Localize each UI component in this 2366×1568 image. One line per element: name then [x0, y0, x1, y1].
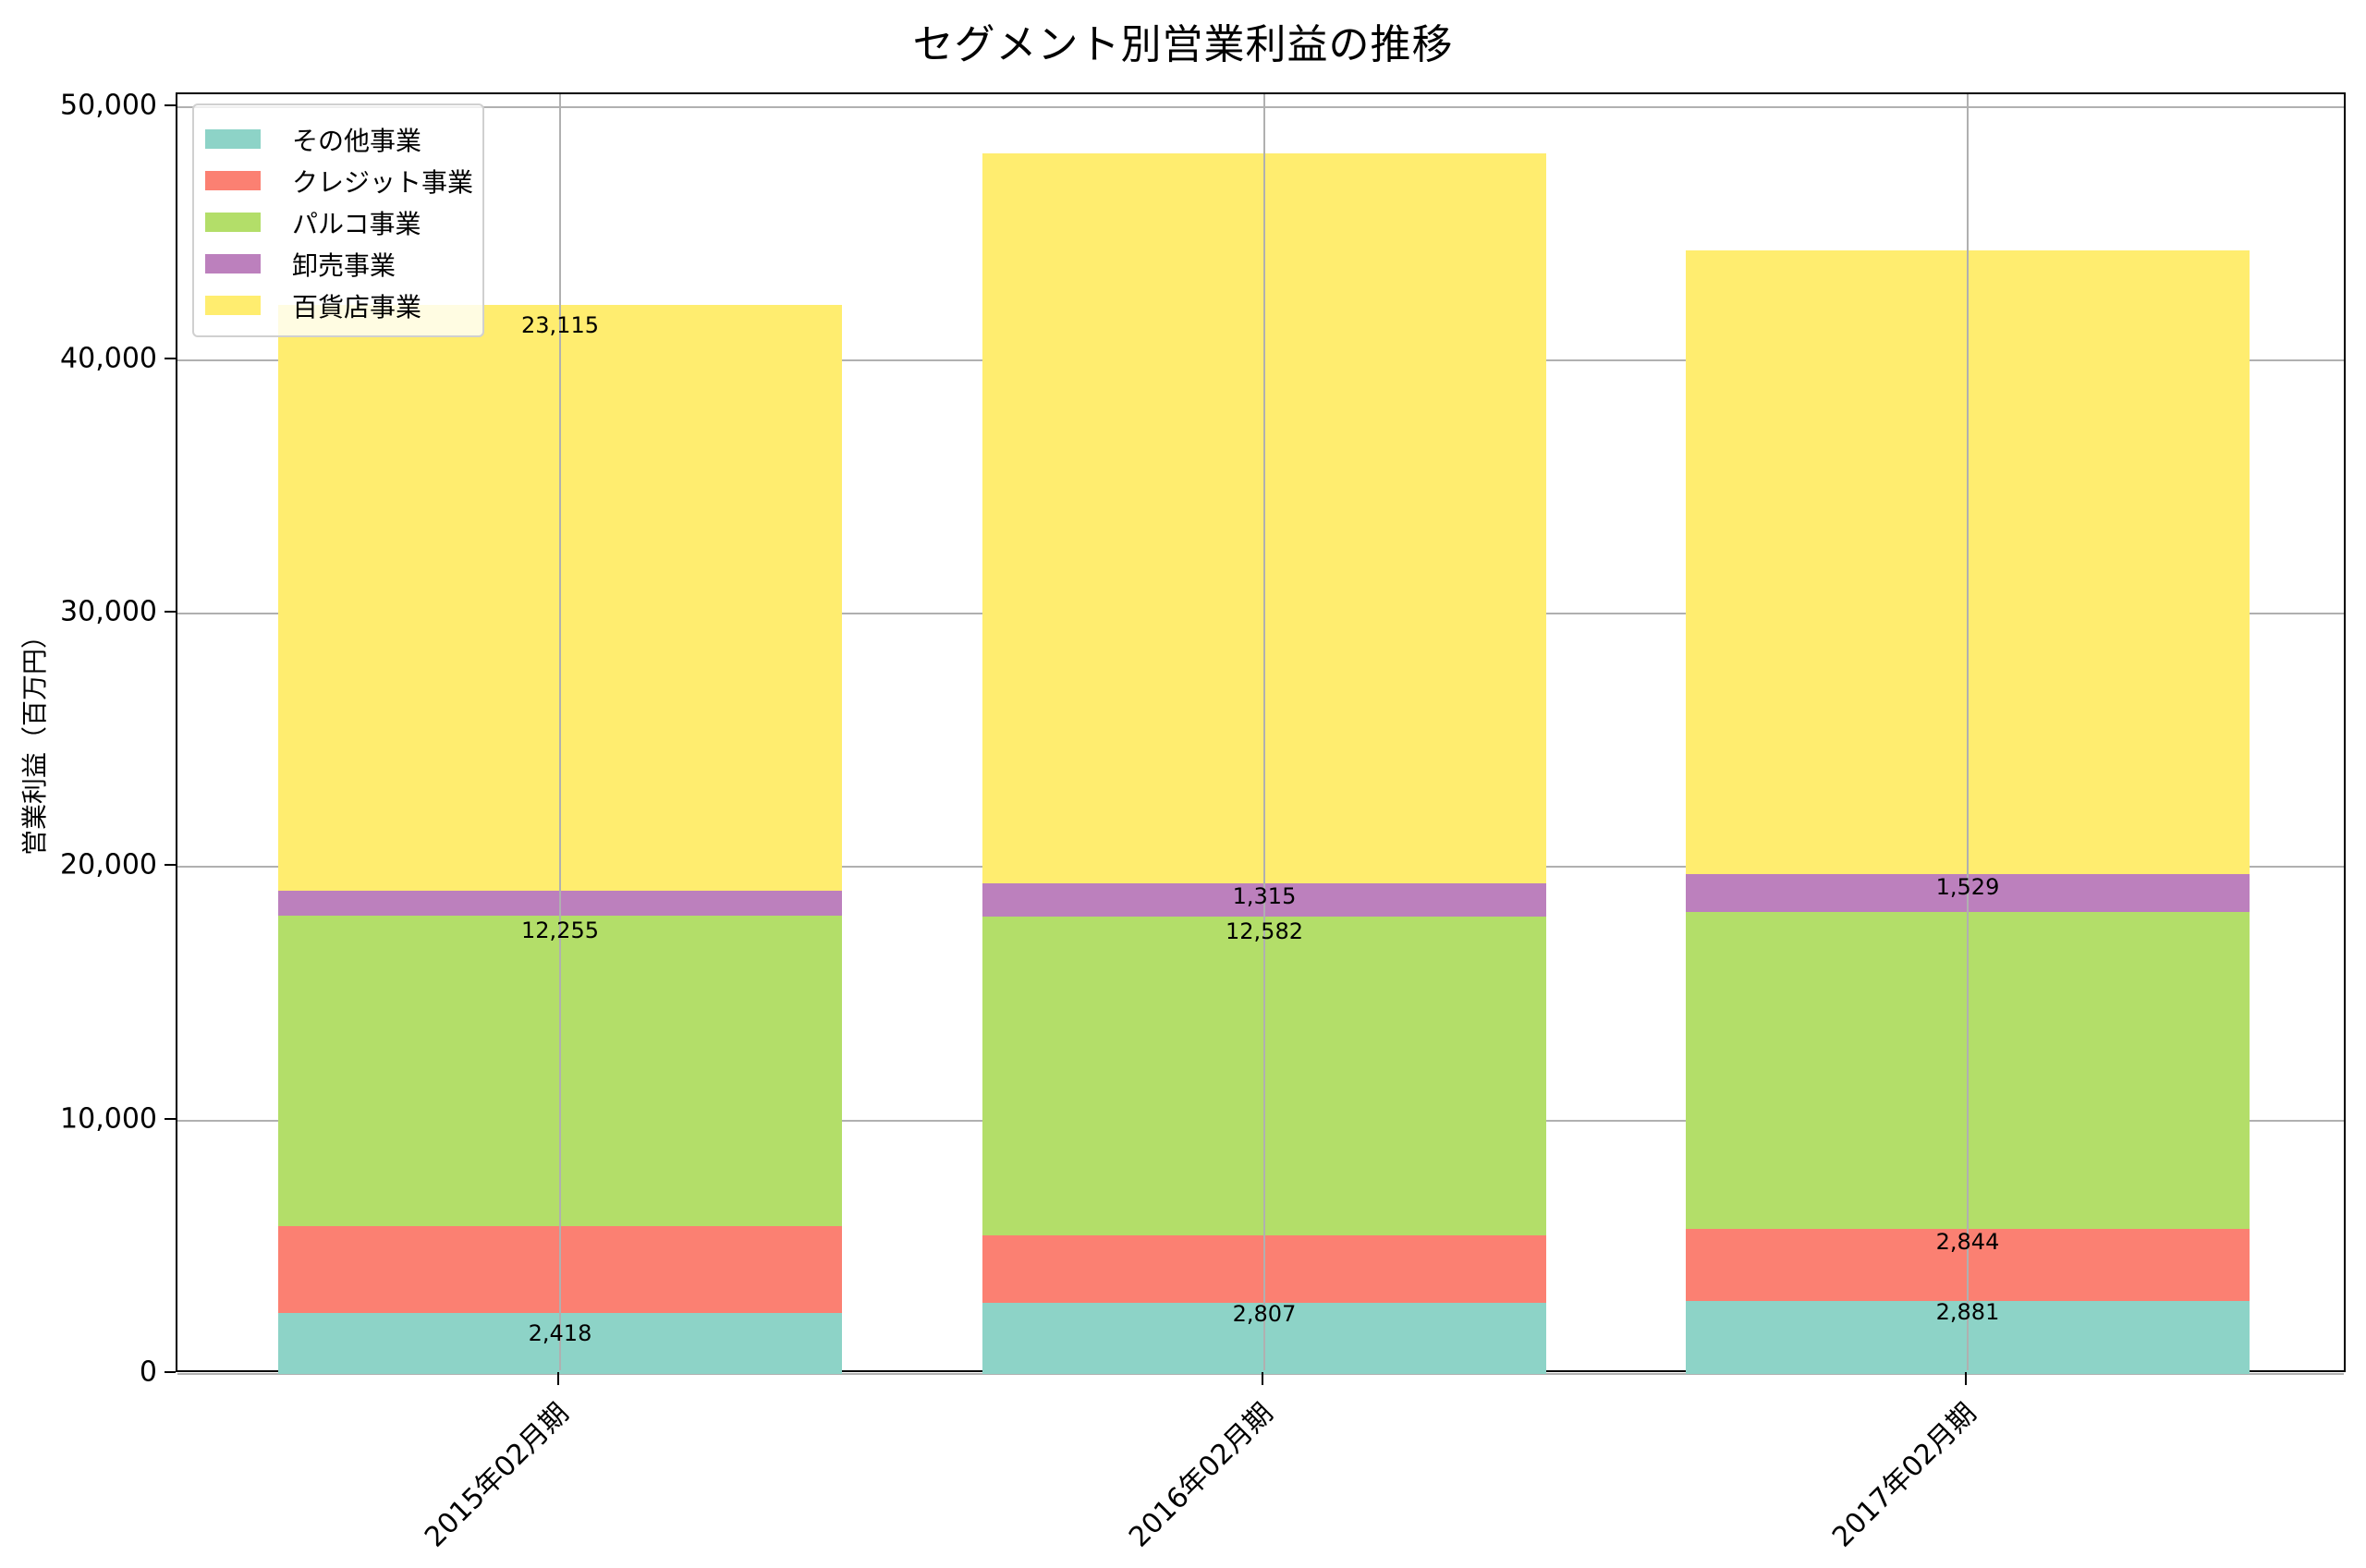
gridline-horizontal	[177, 105, 2344, 108]
y-tick-mark	[165, 611, 176, 614]
x-tick-mark	[557, 1372, 559, 1385]
x-tick-label: 2016年02月期	[1123, 1397, 1280, 1554]
legend-item: クレジット事業	[194, 160, 482, 201]
plot-area: 2,418 12,255 23,115 2,807 12,582 1,315 2,881 2,…	[176, 92, 2346, 1375]
legend-label: 百貨店事業	[292, 291, 422, 322]
x-tick-mark	[1965, 1372, 1967, 1385]
y-tick-label: 10,000	[60, 1102, 157, 1136]
bar-value-label: 1,315	[1232, 882, 1297, 909]
legend-swatch	[205, 213, 261, 232]
bar-value-label: 12,582	[1226, 918, 1303, 944]
legend-item: その他事業	[194, 118, 482, 160]
gridline-horizontal	[177, 1373, 2344, 1375]
legend-item: パルコ事業	[194, 201, 482, 243]
legend-swatch	[205, 129, 261, 149]
y-tick-label: 0	[139, 1355, 157, 1389]
bar-value-label: 23,115	[521, 311, 599, 338]
x-tick-label: 2015年02月期	[419, 1397, 576, 1554]
legend-swatch	[205, 296, 261, 315]
gridline-vertical	[559, 94, 561, 1370]
legend-label: その他事業	[292, 125, 422, 156]
y-tick-label: 20,000	[60, 848, 157, 881]
legend-swatch	[205, 171, 261, 190]
bar-value-label: 2,881	[1935, 1298, 2000, 1325]
legend-item: 百貨店事業	[194, 285, 482, 326]
x-tick-mark	[1262, 1372, 1263, 1385]
y-tick-mark	[165, 103, 176, 106]
y-tick-mark	[165, 357, 176, 359]
x-tick-label: 2017年02月期	[1826, 1397, 1983, 1554]
y-tick-mark	[165, 1371, 176, 1373]
legend-swatch	[205, 254, 261, 273]
gridline-vertical	[1263, 94, 1265, 1370]
legend: その他事業クレジット事業 パルコ事業卸売事業百貨店事業	[192, 103, 484, 337]
bar-value-label: 2,807	[1232, 1301, 1297, 1328]
y-axis-label: 営業利益（百万円）	[19, 622, 50, 857]
legend-label: 卸売事業	[292, 249, 396, 281]
legend-label: クレジット事業	[292, 166, 474, 198]
y-tick-label: 50,000	[60, 89, 157, 122]
chart-title: セグメント別営業利益の推移	[912, 21, 1454, 68]
legend-item: 卸売事業	[194, 243, 482, 285]
y-tick-label: 30,000	[60, 595, 157, 628]
y-tick-mark	[165, 1117, 176, 1120]
bar-value-label: 1,529	[1935, 873, 2000, 900]
bar-value-label: 2,418	[528, 1320, 592, 1346]
y-tick-mark	[165, 864, 176, 867]
y-tick-label: 40,000	[60, 342, 157, 375]
gridline-vertical	[1967, 94, 1969, 1370]
legend-label: パルコ事業	[292, 208, 421, 239]
bar-value-label: 2,844	[1935, 1228, 2000, 1255]
bar-value-label: 12,255	[521, 918, 599, 943]
